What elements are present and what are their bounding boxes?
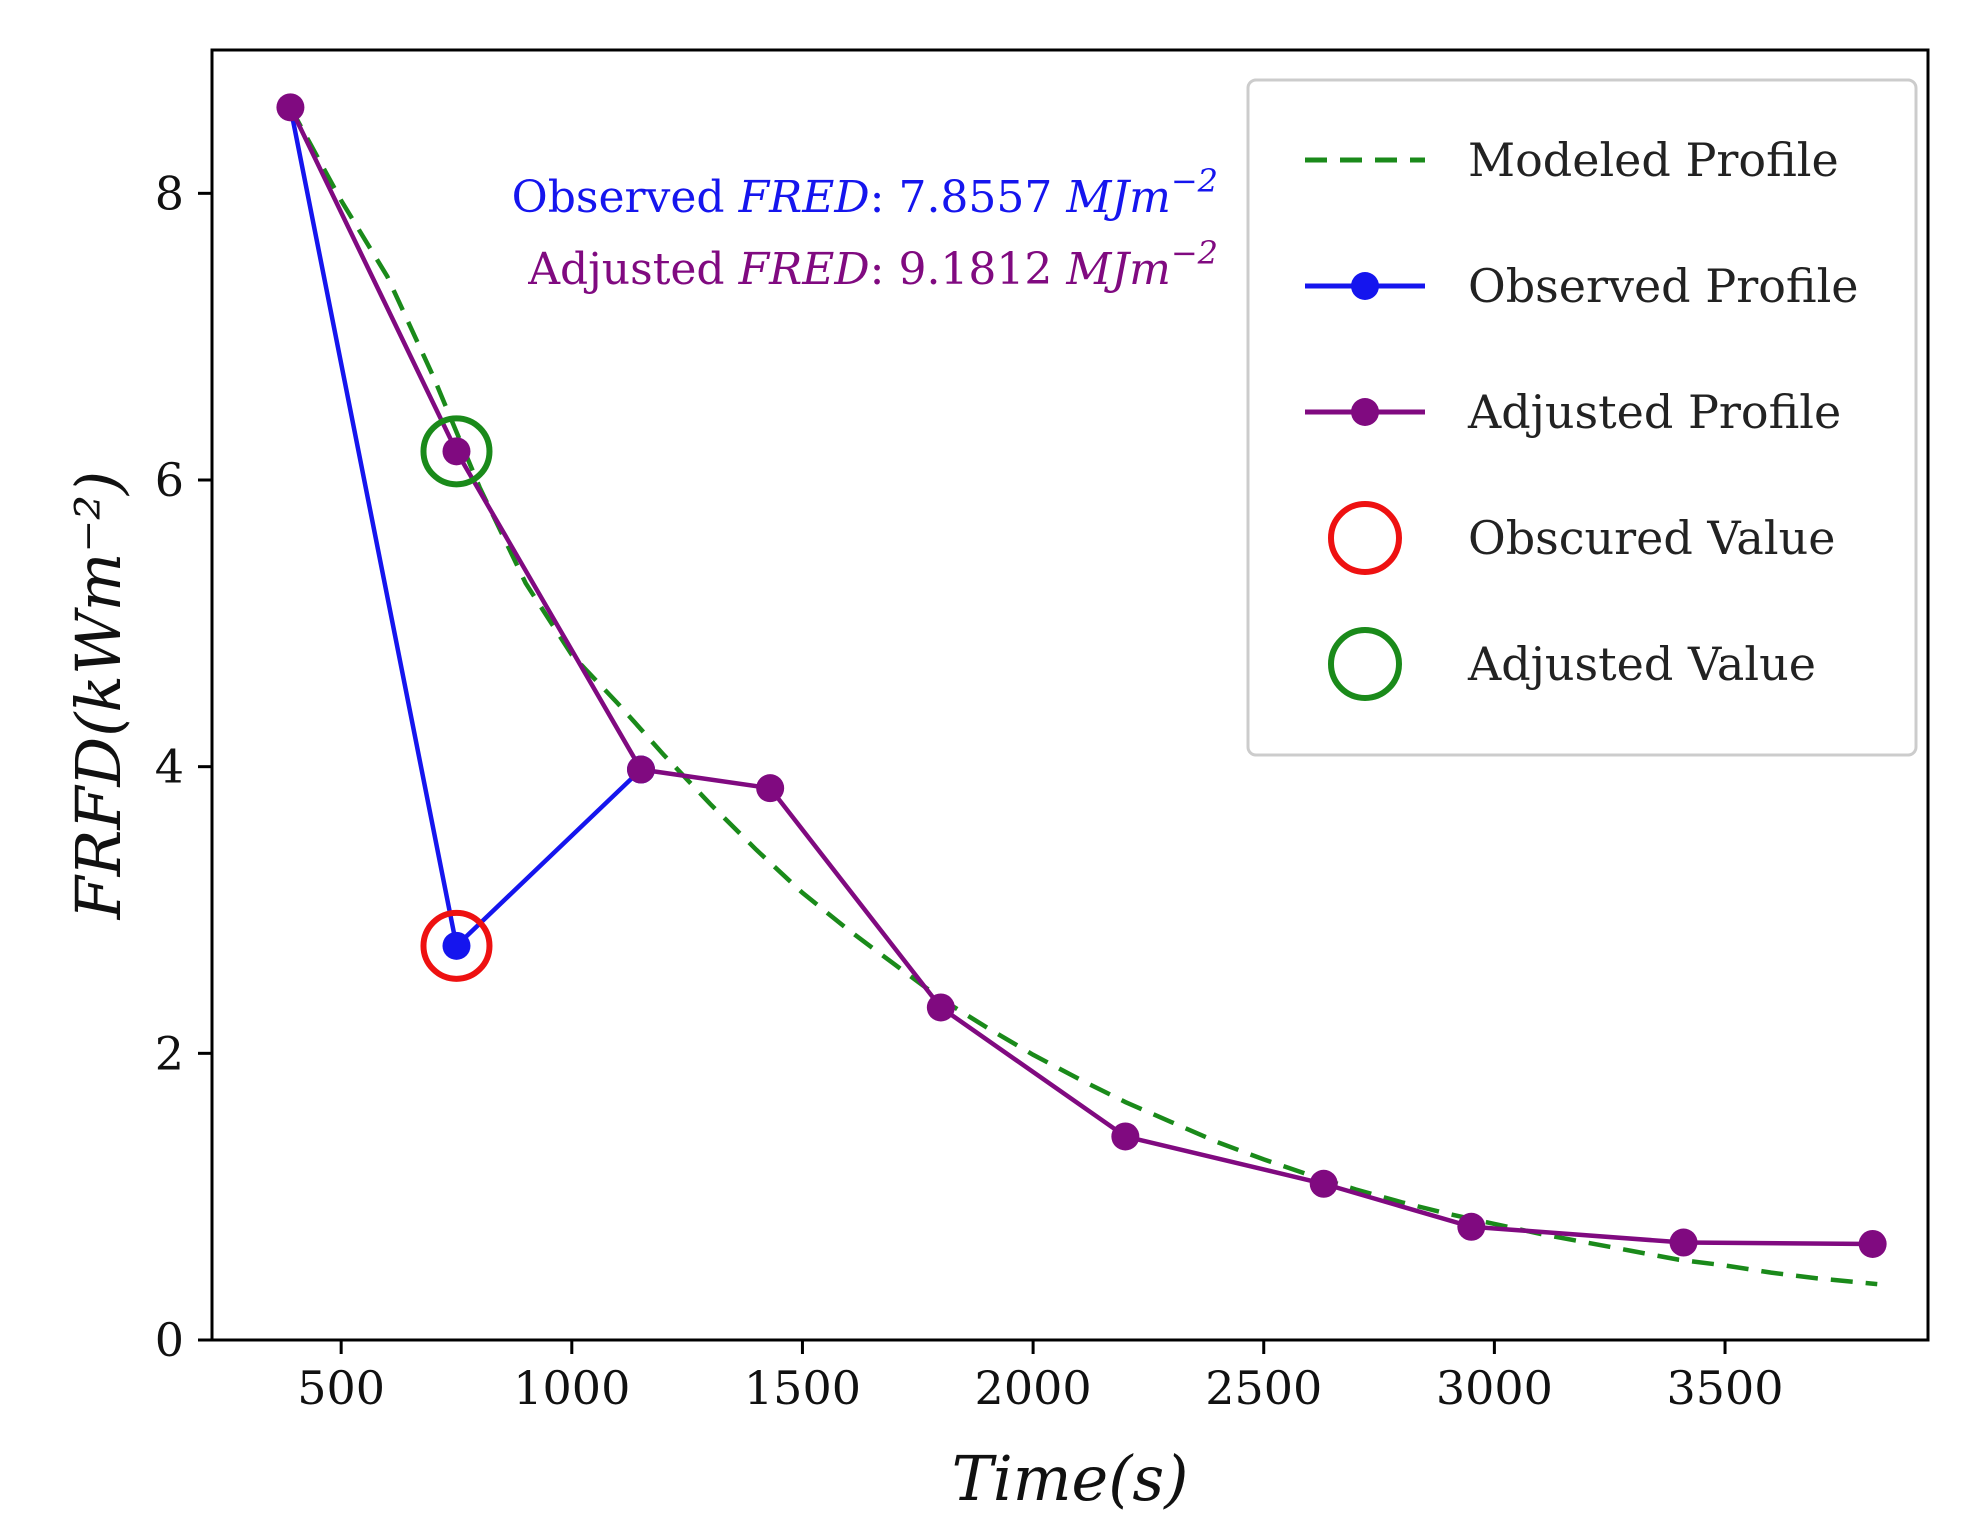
y-tick-label: 0 bbox=[155, 1313, 184, 1367]
x-tick-label: 2000 bbox=[975, 1361, 1092, 1415]
x-tick-label: 500 bbox=[297, 1361, 385, 1415]
annotation-part: FRED bbox=[738, 244, 870, 295]
adjusted-point bbox=[756, 774, 785, 803]
adjusted-point bbox=[627, 755, 655, 784]
adjusted-point bbox=[926, 993, 955, 1022]
y-tick-label: 6 bbox=[155, 453, 184, 507]
adjusted-value-ring bbox=[420, 415, 493, 488]
x-tick-label: 2500 bbox=[1205, 1361, 1322, 1415]
x-tick-label: 1500 bbox=[744, 1361, 861, 1415]
adjusted-profile-line bbox=[288, 106, 1873, 1247]
adjusted-point bbox=[1111, 1122, 1140, 1151]
observed-point bbox=[442, 931, 471, 960]
fred-annotation: Observed FRED: 7.8557 MJm−2 bbox=[512, 162, 1218, 223]
legend-label: Adjusted Profile bbox=[1467, 385, 1841, 439]
annotation-part: MJm bbox=[1065, 244, 1170, 295]
y-axis-title: FRFD(kWm⁻²) bbox=[62, 471, 135, 920]
adjusted-point bbox=[276, 93, 305, 122]
annotation-part: : 7.8557 bbox=[870, 172, 1067, 223]
plot-area: 500 1000 1500 2000 2500 3000 3500 0 2 4 6 8 Observe… bbox=[155, 48, 1930, 1415]
adjusted-point bbox=[1858, 1229, 1887, 1258]
legend-marker bbox=[1351, 272, 1379, 300]
annotation-part: MJm bbox=[1065, 172, 1170, 223]
legend-label: Adjusted Value bbox=[1467, 637, 1816, 691]
observed-profile-line bbox=[288, 106, 643, 951]
x-tick-label: 3000 bbox=[1436, 1361, 1553, 1415]
legend-ring bbox=[1328, 501, 1402, 575]
legend: Modeled Profile Observed Profile Adjusted … bbox=[1246, 78, 1918, 757]
y-tick-label: 2 bbox=[155, 1026, 184, 1080]
adjusted-point bbox=[1669, 1228, 1698, 1257]
ticks-layer: 500 1000 1500 2000 2500 3000 3500 0 2 4 6 8 bbox=[155, 166, 1784, 1415]
annotation-part: Adjusted bbox=[527, 244, 738, 295]
legend-label: Obscured Value bbox=[1468, 511, 1835, 565]
annotation-part: Observed bbox=[512, 172, 739, 223]
fred-annotation: Adjusted FRED: 9.1812 MJm−2 bbox=[527, 234, 1218, 295]
x-tick-label: 1000 bbox=[513, 1361, 630, 1415]
annotation-part: : 9.1812 bbox=[870, 244, 1067, 295]
annotation-part: FRED bbox=[738, 172, 870, 223]
plot-frame bbox=[210, 48, 1930, 1342]
obscured-value-ring bbox=[420, 909, 493, 982]
legend-label: Observed Profile bbox=[1468, 259, 1859, 313]
adjusted-point bbox=[1457, 1212, 1486, 1241]
legend-label: Modeled Profile bbox=[1468, 133, 1839, 187]
legend-ring bbox=[1328, 627, 1402, 701]
y-tick-label: 8 bbox=[155, 166, 184, 220]
modeled-profile-line bbox=[288, 106, 1878, 1287]
legend-box bbox=[1246, 78, 1918, 757]
series-layer bbox=[276, 93, 1887, 1287]
x-axis-title: Time(s) bbox=[952, 1442, 1189, 1515]
x-tick-label: 3500 bbox=[1666, 1361, 1783, 1415]
y-tick-label: 4 bbox=[155, 740, 184, 794]
annotation-exponent: −2 bbox=[1171, 234, 1218, 272]
adjusted-point bbox=[1309, 1169, 1338, 1198]
adjusted-point bbox=[442, 437, 471, 466]
legend-marker bbox=[1351, 398, 1379, 426]
annotation-exponent: −2 bbox=[1171, 162, 1218, 200]
